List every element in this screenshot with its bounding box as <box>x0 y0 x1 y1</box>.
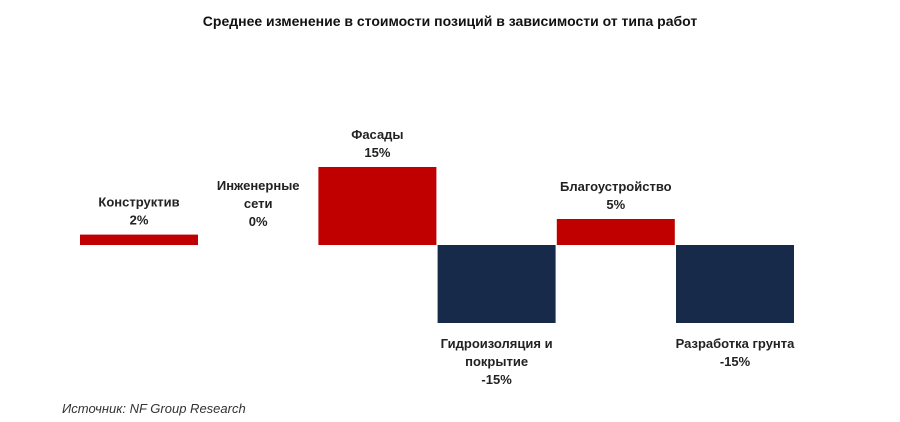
value-label-благоустройство: 5% <box>606 197 625 212</box>
bar-разработка-грунта <box>676 245 794 323</box>
category-label-конструктив: Конструктив <box>98 195 179 210</box>
value-label-гидроизоляция-и-покрытие: -15% <box>481 372 512 387</box>
source-note: Источник: NF Group Research <box>62 401 246 416</box>
category-label-инженерные-сети: сети <box>244 196 273 211</box>
category-label-разработка-грунта: Разработка грунта <box>676 336 796 351</box>
chart-title: Среднее изменение в стоимости позиций в … <box>202 13 698 29</box>
category-label-гидроизоляция-и-покрытие: покрытие <box>465 354 528 369</box>
category-label-гидроизоляция-и-покрытие: Гидроизоляция и <box>441 336 553 351</box>
category-label-инженерные-сети: Инженерные <box>217 178 300 193</box>
bar-фасады <box>318 167 437 245</box>
category-label-фасады: Фасады <box>351 127 403 142</box>
value-label-инженерные-сети: 0% <box>249 214 268 229</box>
bar-гидроизоляция-и-покрытие <box>437 245 556 323</box>
bar-благоустройство <box>556 219 675 245</box>
value-label-фасады: 15% <box>364 145 390 160</box>
bar-конструктив <box>80 234 198 245</box>
value-label-конструктив: 2% <box>130 213 149 228</box>
value-label-разработка-грунта: -15% <box>720 354 751 369</box>
category-label-благоустройство: Благоустройство <box>560 179 672 194</box>
